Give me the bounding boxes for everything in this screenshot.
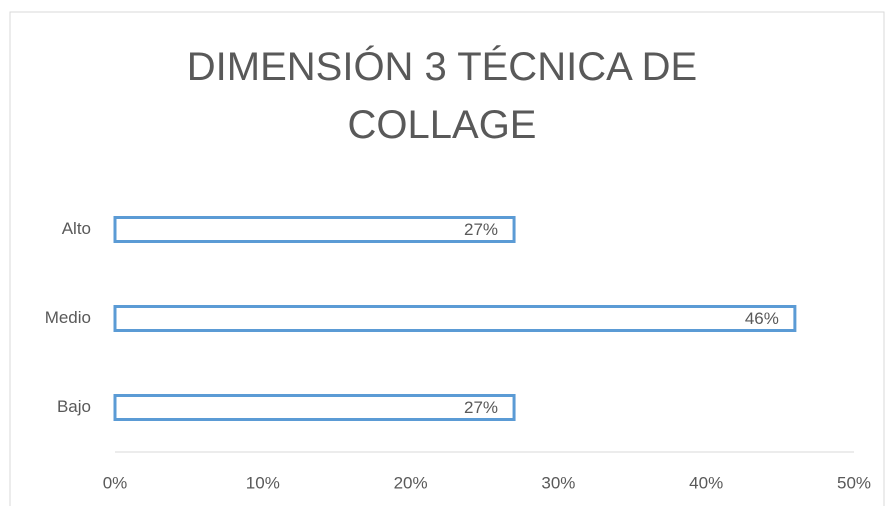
- chart-border: [9, 11, 885, 506]
- y-tick-label: Medio: [45, 308, 91, 327]
- bar: [113, 394, 516, 421]
- data-label: 46%: [745, 309, 779, 328]
- data-label: 27%: [464, 220, 498, 239]
- x-tick-label: 40%: [689, 473, 723, 492]
- y-tick-label: Alto: [62, 219, 91, 238]
- bar: [113, 305, 797, 332]
- bar: [113, 216, 516, 243]
- x-tick-label: 30%: [541, 473, 575, 492]
- x-tick-label: 10%: [246, 473, 280, 492]
- x-tick-label: 50%: [837, 473, 871, 492]
- x-tick-label: 20%: [394, 473, 428, 492]
- chart-title: DIMENSIÓN 3 TÉCNICA DE COLLAGE: [186, 45, 698, 147]
- x-tick-label: 0%: [103, 473, 128, 492]
- y-tick-label: Bajo: [57, 397, 91, 416]
- data-label: 27%: [464, 398, 498, 417]
